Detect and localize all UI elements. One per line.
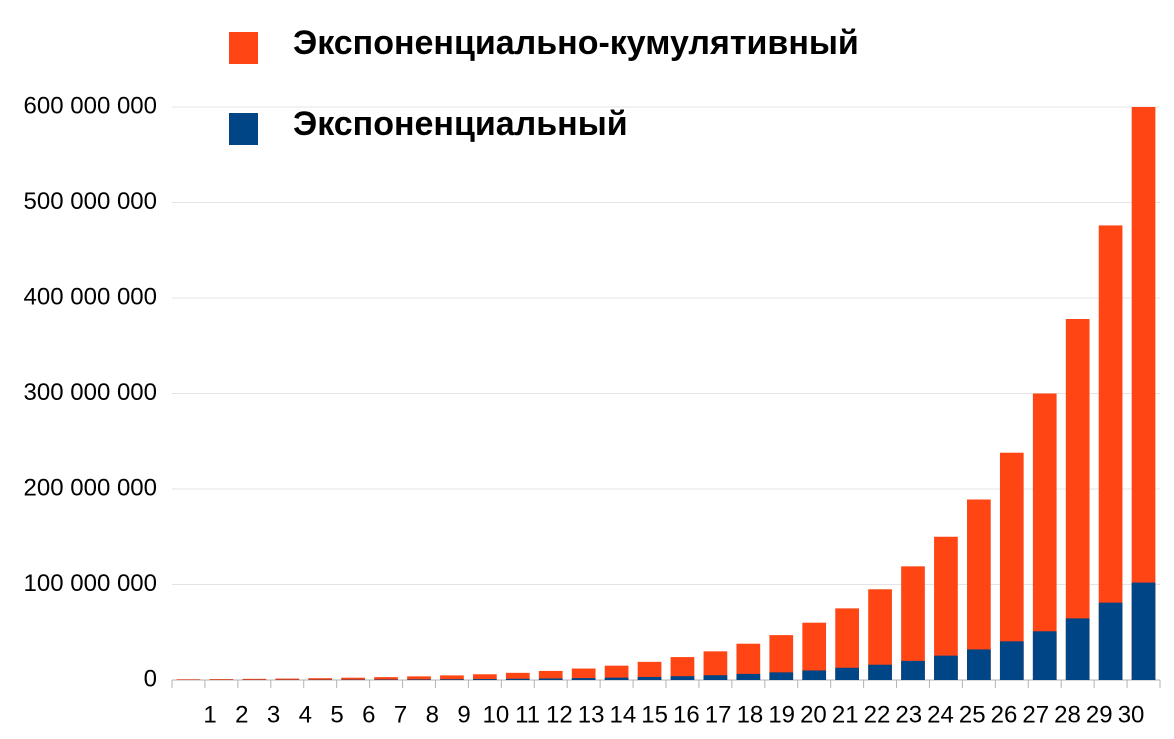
bar <box>999 452 1024 680</box>
x-tick-label: 13 <box>578 701 605 728</box>
bar <box>703 651 728 680</box>
bar <box>1098 602 1123 680</box>
bar <box>637 676 662 680</box>
x-tick-label: 15 <box>641 701 668 728</box>
x-tick-label: 3 <box>267 701 280 728</box>
bar <box>1032 393 1057 680</box>
bar <box>341 677 365 680</box>
bar <box>440 675 464 680</box>
bar <box>308 678 333 680</box>
x-tick-label: 5 <box>330 701 343 728</box>
bar <box>571 678 596 680</box>
x-tick-label: 29 <box>1086 701 1113 728</box>
bar <box>802 622 827 680</box>
bar <box>934 655 958 680</box>
y-tick-label: 0 <box>144 665 157 692</box>
bar <box>967 649 991 680</box>
bar <box>473 679 497 680</box>
bar <box>440 679 464 680</box>
bar <box>473 674 497 680</box>
bar <box>999 641 1024 680</box>
bar <box>769 672 794 680</box>
x-tick-label: 22 <box>864 701 891 728</box>
x-tick-label: 25 <box>959 701 986 728</box>
bar <box>637 661 662 680</box>
legend-label: Экспоненциальный <box>293 105 628 143</box>
y-tick-label: 300 000 000 <box>24 379 157 406</box>
y-tick-label: 100 000 000 <box>24 570 157 597</box>
bar <box>670 676 695 680</box>
bar <box>505 678 530 680</box>
y-tick-label: 400 000 000 <box>24 283 157 310</box>
x-tick-label: 21 <box>832 701 859 728</box>
bar <box>901 660 925 680</box>
x-tick-label: 7 <box>394 701 407 728</box>
bar <box>538 678 563 680</box>
bar <box>571 668 596 680</box>
x-tick-label: 10 <box>482 701 509 728</box>
bar <box>868 664 892 680</box>
x-tick-label: 26 <box>991 701 1018 728</box>
bar <box>901 566 925 680</box>
bar <box>505 672 530 680</box>
bar <box>835 667 859 680</box>
x-tick-label: 6 <box>362 701 375 728</box>
legend-swatch <box>229 32 258 64</box>
x-tick-label: 23 <box>895 701 922 728</box>
bar <box>275 678 300 680</box>
x-tick-label: 12 <box>546 701 573 728</box>
x-tick-label: 30 <box>1118 701 1145 728</box>
bar <box>967 499 991 680</box>
x-tick-label: 18 <box>737 701 764 728</box>
x-tick-label: 2 <box>235 701 248 728</box>
bar <box>670 657 695 680</box>
y-tick-label: 200 000 000 <box>24 474 157 501</box>
bar <box>703 675 728 680</box>
bar <box>1065 319 1090 680</box>
bar <box>868 589 892 680</box>
bar <box>769 635 794 680</box>
y-tick-label: 500 000 000 <box>24 188 157 215</box>
bar <box>736 643 761 680</box>
y-tick-label: 600 000 000 <box>24 92 157 119</box>
x-tick-label: 1 <box>203 701 216 728</box>
x-tick-label: 20 <box>800 701 827 728</box>
bar <box>1098 225 1123 681</box>
bar <box>209 679 234 680</box>
legend-swatch <box>229 113 258 145</box>
x-tick-label: 8 <box>426 701 439 728</box>
bar <box>802 670 827 680</box>
bar <box>407 676 431 680</box>
bar <box>407 679 431 680</box>
bar <box>242 678 267 680</box>
x-tick-label: 24 <box>927 701 954 728</box>
bar <box>1131 107 1156 680</box>
x-tick-label: 14 <box>610 701 637 728</box>
x-tick-label: 11 <box>515 701 540 728</box>
bar <box>604 665 629 680</box>
x-tick-label: 9 <box>457 701 470 728</box>
x-tick-label: 4 <box>299 701 312 728</box>
bar <box>604 677 629 680</box>
x-tick-label: 16 <box>673 701 700 728</box>
bar <box>1032 631 1057 680</box>
bar <box>1065 618 1090 680</box>
legend-label: Экспоненциально-кумулятивный <box>293 24 859 62</box>
bar <box>374 677 398 680</box>
bar <box>835 608 859 680</box>
bar <box>736 673 761 680</box>
bar <box>1131 582 1156 680</box>
bar <box>176 679 201 680</box>
bar <box>934 536 958 680</box>
x-tick-label: 28 <box>1054 701 1081 728</box>
x-tick-label: 17 <box>705 701 732 728</box>
x-tick-label: 19 <box>768 701 795 728</box>
bar <box>538 670 563 680</box>
x-tick-label: 27 <box>1022 701 1049 728</box>
